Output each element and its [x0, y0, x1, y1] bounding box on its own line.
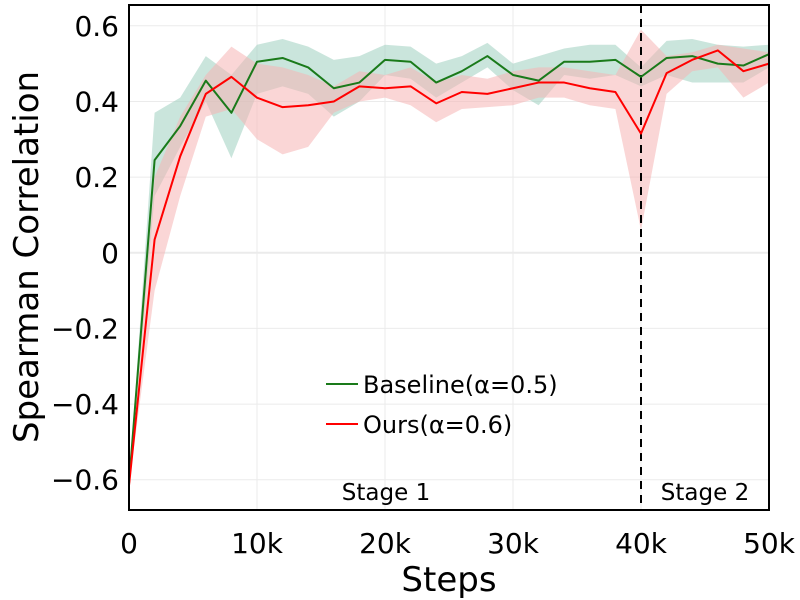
legend: Baseline(α=0.5) Ours(α=0.6) [326, 371, 558, 439]
x-tick-label: 50k [743, 527, 796, 560]
y-tick-label: 0.6 [74, 10, 119, 43]
baseline-confidence-band [129, 39, 769, 484]
confidence-bands [129, 29, 769, 486]
stage-1-label: Stage 1 [342, 480, 430, 506]
legend-label-ours: Ours(α=0.6) [363, 411, 512, 439]
y-tick-label: −0.2 [51, 312, 119, 345]
ours-series-line [128, 49, 770, 486]
stage-2-label: Stage 2 [661, 480, 749, 506]
series-lines [128, 49, 770, 486]
y-tick-label: −0.6 [51, 464, 119, 497]
y-tick-label: 0.4 [74, 85, 119, 118]
y-axis-title: Spearman Correlation [7, 71, 47, 443]
x-tick-label: 20k [359, 527, 412, 560]
x-tick-label: 10k [231, 527, 284, 560]
ours-confidence-band [129, 29, 769, 486]
baseline-series-line [128, 53, 770, 484]
y-tick-label: 0.2 [74, 161, 119, 194]
x-tick-label: 30k [487, 527, 540, 560]
plot-frame [128, 4, 770, 511]
x-tick-label: 40k [615, 527, 668, 560]
legend-label-baseline: Baseline(α=0.5) [363, 371, 558, 399]
axis-ticks: 0 10k 20k 30k 40k 50k −0.6 −0.4 −0.2 0 0.2 0.4 0.6 [51, 10, 796, 560]
y-tick-label: −0.4 [51, 388, 119, 421]
x-tick-label: 0 [120, 527, 138, 560]
y-tick-label: 0 [101, 237, 119, 270]
x-axis-title: Steps [401, 560, 496, 600]
